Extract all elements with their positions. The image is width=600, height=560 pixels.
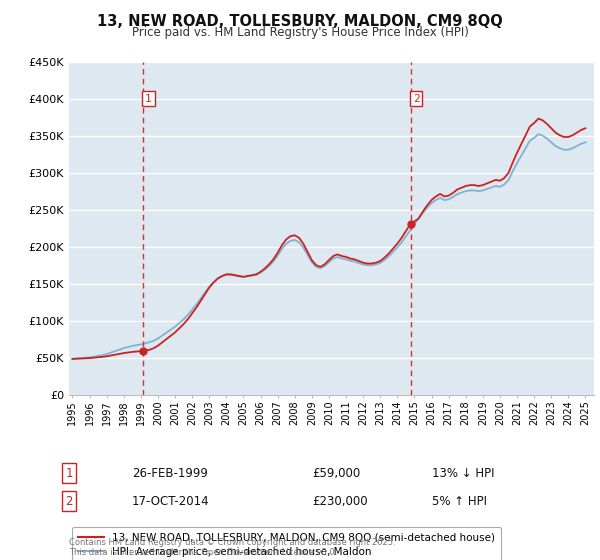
Text: £59,000: £59,000 <box>312 466 360 480</box>
Text: 1: 1 <box>65 466 73 480</box>
Text: 17-OCT-2014: 17-OCT-2014 <box>132 494 209 508</box>
Text: 1: 1 <box>145 94 152 104</box>
Text: 13, NEW ROAD, TOLLESBURY, MALDON, CM9 8QQ: 13, NEW ROAD, TOLLESBURY, MALDON, CM9 8Q… <box>97 14 503 29</box>
Text: Contains HM Land Registry data © Crown copyright and database right 2025.
This d: Contains HM Land Registry data © Crown c… <box>69 538 395 557</box>
Text: 13% ↓ HPI: 13% ↓ HPI <box>432 466 494 480</box>
Text: 2: 2 <box>413 94 419 104</box>
Text: £230,000: £230,000 <box>312 494 368 508</box>
Legend: 13, NEW ROAD, TOLLESBURY, MALDON, CM9 8QQ (semi-detached house), HPI: Average pr: 13, NEW ROAD, TOLLESBURY, MALDON, CM9 8Q… <box>71 526 502 560</box>
Text: Price paid vs. HM Land Registry's House Price Index (HPI): Price paid vs. HM Land Registry's House … <box>131 26 469 39</box>
Text: 2: 2 <box>65 494 73 508</box>
Text: 5% ↑ HPI: 5% ↑ HPI <box>432 494 487 508</box>
Text: 26-FEB-1999: 26-FEB-1999 <box>132 466 208 480</box>
